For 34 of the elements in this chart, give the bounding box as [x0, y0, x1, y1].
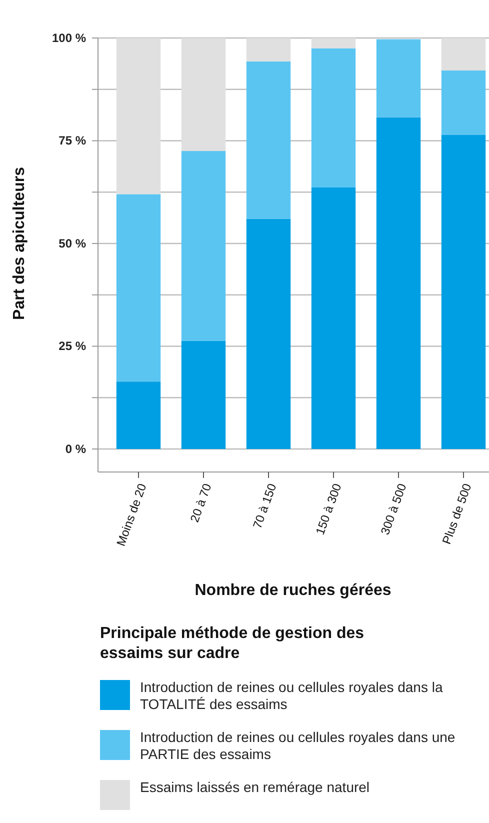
bar [441, 38, 486, 70]
bar [116, 38, 161, 194]
bar [181, 38, 226, 152]
bar [311, 38, 356, 48]
y-tick-label: 25 % [58, 339, 86, 354]
bar [441, 70, 486, 135]
x-tick-label: 150 à 300 [312, 481, 344, 537]
bar [246, 61, 291, 219]
y-tick-label: 50 % [58, 236, 86, 250]
y-axis-title: Part des apiculteurs [11, 166, 28, 320]
bar [311, 187, 356, 449]
x-tick-label: Moins de 20 [114, 481, 150, 548]
legend-label: Introduction de reines ou cellules royales dans la TOTALITÉ des essaims [140, 679, 443, 712]
bar [246, 38, 291, 62]
x-tick-label: 300 à 500 [378, 481, 410, 537]
x-tick-label: 70 à 150 [250, 481, 280, 530]
bar [376, 117, 421, 449]
bar [311, 48, 356, 188]
bar [246, 218, 291, 449]
y-tick-label: 100 % [52, 30, 86, 45]
bar [376, 39, 421, 118]
bar [181, 340, 226, 449]
x-tick-label: 20 à 70 [187, 481, 214, 524]
legend-label: Essaims laissés en remérage naturel [140, 779, 370, 795]
y-tick-label: 75 % [58, 134, 86, 148]
legend-title: Principale méthode de gestion des essaims sur cadre [100, 625, 364, 662]
bar [441, 134, 486, 449]
bar [116, 382, 161, 449]
y-tick-label: 0 % [65, 442, 86, 456]
legend-label: Introduction de reines ou cellules royales dans une PARTIE des essaims [140, 729, 456, 762]
x-tick-label: Plus de 500 [439, 481, 474, 546]
bar [181, 151, 226, 341]
x-axis-title: Nombre de ruches gérées [194, 582, 392, 599]
bar [116, 194, 161, 382]
